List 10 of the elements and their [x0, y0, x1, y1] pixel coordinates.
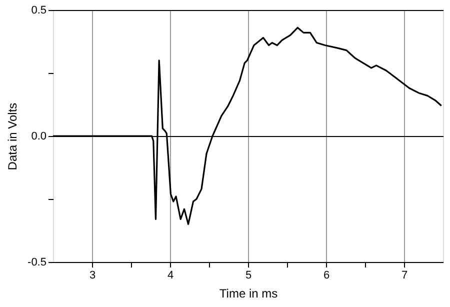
x-axis-title: Time in ms — [219, 286, 278, 300]
x-tick-label: 4 — [167, 270, 174, 282]
y-axis-title: Data in Volts — [6, 102, 20, 170]
y-tick-label: 0.5 — [31, 4, 46, 16]
y-tick-label: 0.0 — [31, 130, 46, 142]
x-tick-label: 5 — [245, 270, 252, 282]
x-tick-label: 7 — [401, 270, 408, 282]
x-tick-label: 6 — [323, 270, 330, 282]
x-tick-label: 3 — [89, 270, 96, 282]
y-tick-label: -0.5 — [28, 256, 46, 268]
